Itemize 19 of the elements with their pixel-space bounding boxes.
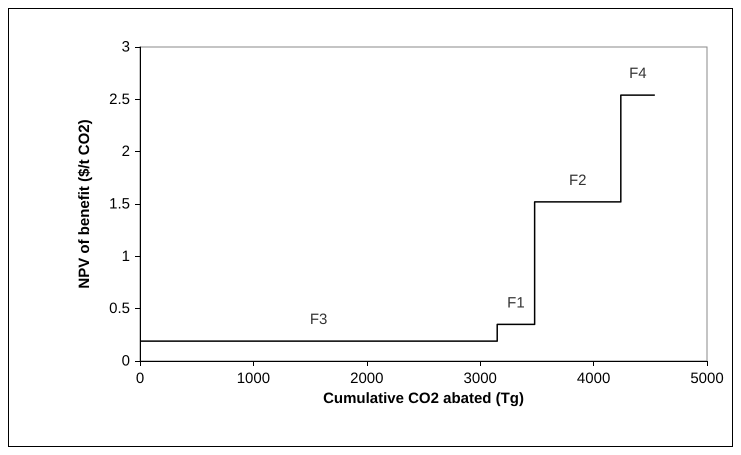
annotation: F1	[507, 294, 525, 312]
annotation: F4	[629, 65, 647, 82]
y-tick-label: 2	[122, 143, 130, 160]
y-tick-label: 0	[122, 352, 130, 370]
x-tick-label: 0	[136, 370, 144, 387]
x-tick-label: 3000	[464, 370, 497, 387]
y-tick-label: 2.5	[109, 90, 130, 108]
x-tick-label: 5000	[690, 370, 724, 387]
y-axis-title: NPV of benefit ($/t CO2)	[76, 119, 93, 289]
y-tick-label: 1	[122, 248, 130, 265]
y-tick-label: 3	[122, 38, 130, 56]
x-tick-label: 1000	[236, 370, 270, 387]
annotation: F3	[310, 311, 328, 328]
x-axis-title: Cumulative CO2 abated (Tg)	[323, 390, 524, 407]
annotation: F2	[568, 172, 586, 189]
y-tick-label: 1.5	[109, 196, 130, 212]
x-tick-label: 2000	[350, 370, 384, 387]
y-tick-label: 0.5	[109, 300, 130, 318]
x-tick-label: 4000	[576, 370, 610, 387]
